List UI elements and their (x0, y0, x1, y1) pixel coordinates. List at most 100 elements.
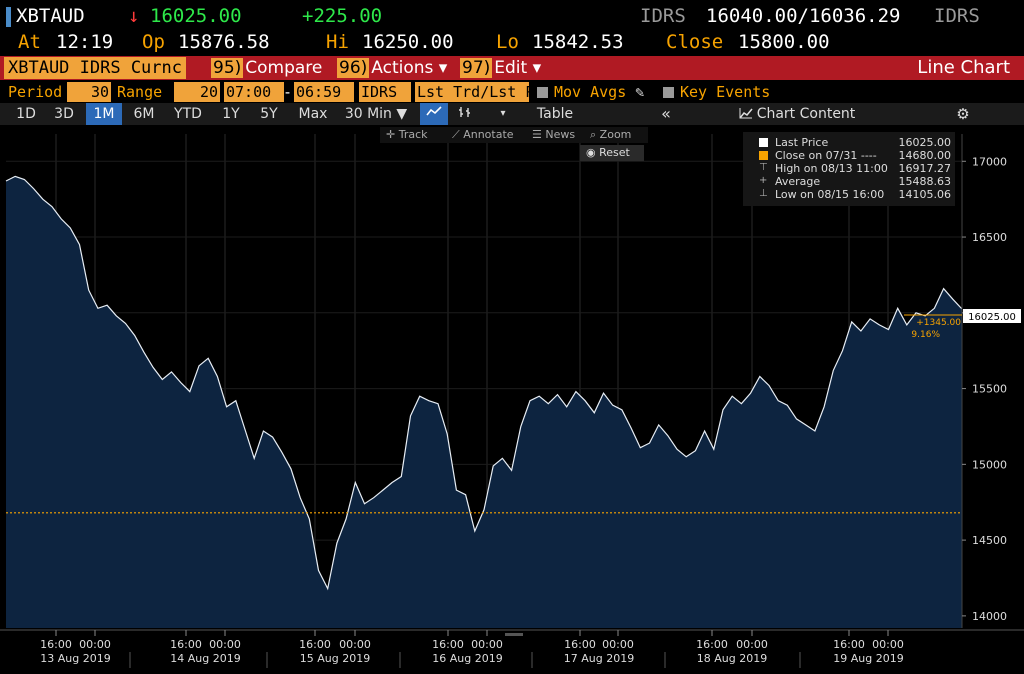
range-field[interactable]: 20 (174, 82, 220, 102)
average-marker-icon: + (759, 175, 768, 186)
stats-line: At 12:19 Op 15876.58 Hi 16250.00 Lo 1584… (0, 30, 1024, 56)
menu-bar: XBTAUD IDRS Curnc 95) Compare 96) Actions … (0, 56, 1024, 80)
table-button[interactable]: Table (536, 106, 574, 122)
actions-button[interactable]: 96) Actions ▾ (337, 56, 447, 80)
line-chart-icon[interactable] (420, 103, 448, 125)
x-tick-label: 16:00 (40, 638, 72, 651)
legend-row-close: Close on 07/31 ---- 14680.00 (743, 149, 955, 162)
x-day-label: 18 Aug 2019 (697, 652, 767, 665)
tab-row: 1D 3D 1M 6M YTD 1Y 5Y Max 30 Min ▼ ▾ Tab… (0, 103, 1024, 125)
legend-value: 16917.27 (898, 162, 952, 175)
tab-ytd[interactable]: YTD (174, 106, 202, 122)
x-tick-label: 00:00 (339, 638, 371, 651)
net-change: +225.00 (302, 5, 383, 27)
x-tick-label: 00:00 (471, 638, 503, 651)
tab-1m[interactable]: 1M (86, 103, 122, 125)
y-tick-label: 14500 (972, 534, 1007, 547)
actions-label: Actions ▾ (371, 58, 448, 78)
x-tick-label: 00:00 (79, 638, 111, 651)
legend-value: 15488.63 (898, 175, 952, 188)
low-marker-icon: ⊥ (759, 188, 768, 199)
time-to-field[interactable]: 06:59 (294, 82, 354, 102)
x-tick-label: 16:00 (564, 638, 596, 651)
reset-icon: ◉ (586, 146, 600, 159)
close-value: 15800.00 (738, 31, 830, 53)
bar-chart-icon[interactable] (452, 103, 478, 125)
x-day-label: 19 Aug 2019 (833, 652, 903, 665)
chart-area[interactable]: 14000145001500015500160001650017000 16:0… (0, 126, 1024, 670)
change-label: +1345.00 (916, 318, 961, 328)
track-button[interactable]: ✛ Track (380, 127, 450, 143)
y-tick-label: 17000 (972, 155, 1007, 168)
legend-row-average: + Average 15488.63 (743, 175, 955, 188)
checkbox-icon (537, 87, 548, 98)
annotate-label: Annotate (463, 128, 514, 141)
news-button[interactable]: ☰ News (526, 127, 588, 143)
chart-legend[interactable]: Last Price 16025.00 Close on 07/31 ---- … (743, 132, 955, 206)
price-line (5, 175, 963, 591)
tab-3d[interactable]: 3D (54, 106, 74, 122)
edit-button[interactable]: 97) Edit ▾ (460, 56, 541, 80)
at-time: 12:19 (56, 31, 114, 53)
tab-1d[interactable]: 1D (16, 106, 36, 122)
currency-left: IDRS (640, 5, 686, 27)
y-tick-label: 16500 (972, 231, 1007, 244)
low-label: Lo (496, 31, 519, 53)
edit-number: 97) (460, 58, 493, 78)
period-field[interactable]: 30 (67, 82, 111, 102)
chevron-down-icon[interactable]: ▾ (500, 108, 506, 119)
key-events-toggle[interactable]: Key Events (663, 82, 770, 102)
high-value: 16250.00 (362, 31, 454, 53)
close-label: Close (666, 31, 724, 53)
scroll-handle (505, 633, 523, 636)
reset-button[interactable]: ◉ Reset (580, 145, 644, 161)
change-pct-label: 9.16% (911, 330, 940, 340)
period-label: Period (8, 83, 63, 101)
annotate-button[interactable]: ⟋ Annotate (446, 127, 530, 143)
high-marker-icon: ⊤ (759, 162, 768, 173)
tab-max[interactable]: Max (298, 106, 328, 122)
y-tick-label: 15500 (972, 383, 1007, 396)
actions-number: 96) (337, 58, 370, 78)
time-from-field[interactable]: 07:00 (224, 82, 284, 102)
compare-button[interactable]: 95) Compare (211, 56, 322, 80)
collapse-left-icon[interactable]: « (661, 104, 671, 123)
low-value: 15842.53 (532, 31, 624, 53)
x-day-label: 13 Aug 2019 (40, 652, 110, 665)
x-day-label: 17 Aug 2019 (564, 652, 634, 665)
tab-6m[interactable]: 6M (133, 106, 155, 122)
zoom-label: Zoom (599, 128, 632, 141)
tab-1y[interactable]: 1Y (222, 106, 240, 122)
y-tick-label: 14000 (972, 610, 1007, 623)
chart-content-button[interactable]: Chart Content (732, 103, 862, 125)
x-tick-label: 16:00 (299, 638, 331, 651)
track-icon: ✛ (386, 128, 399, 141)
y-axis-ticks: 14000145001500015500160001650017000 (961, 134, 1007, 628)
interval-dropdown[interactable]: 30 Min ▼ (344, 106, 408, 122)
source-field[interactable]: IDRS (359, 82, 411, 102)
last-price-tag (963, 309, 1021, 323)
news-icon: ☰ (532, 128, 546, 141)
field-selector[interactable]: Lst Trd/Lst P (415, 82, 529, 102)
x-day-label: 15 Aug 2019 (300, 652, 370, 665)
key-events-label: Key Events (680, 83, 771, 101)
last-price: 16025.00 (150, 5, 242, 27)
price-chart: 14000145001500015500160001650017000 16:0… (0, 134, 1024, 668)
x-tick-label: 16:00 (432, 638, 464, 651)
news-label: News (545, 128, 576, 141)
high-label: Hi (326, 31, 349, 53)
compare-label: Compare (245, 58, 323, 78)
legend-row-low: ⊥ Low on 08/15 16:00 14105.06 (743, 188, 955, 201)
mov-avgs-toggle[interactable]: Mov Avgs ✎ (537, 82, 644, 102)
x-tick-label: 16:00 (833, 638, 865, 651)
edit-label: Edit ▾ (494, 58, 542, 78)
trend-icon (739, 108, 753, 119)
time-dash: - (283, 83, 293, 101)
down-arrow-icon: ↓ (128, 5, 140, 27)
gear-icon[interactable]: ⚙ (956, 105, 970, 123)
zoom-button[interactable]: ⌕ Zoom (584, 127, 648, 143)
ticker-symbol[interactable]: XBTAUD (16, 5, 85, 27)
tab-5y[interactable]: 5Y (260, 106, 278, 122)
security-field[interactable]: XBTAUD IDRS Curnc (4, 57, 186, 79)
pencil-icon: ✎ (635, 83, 645, 101)
